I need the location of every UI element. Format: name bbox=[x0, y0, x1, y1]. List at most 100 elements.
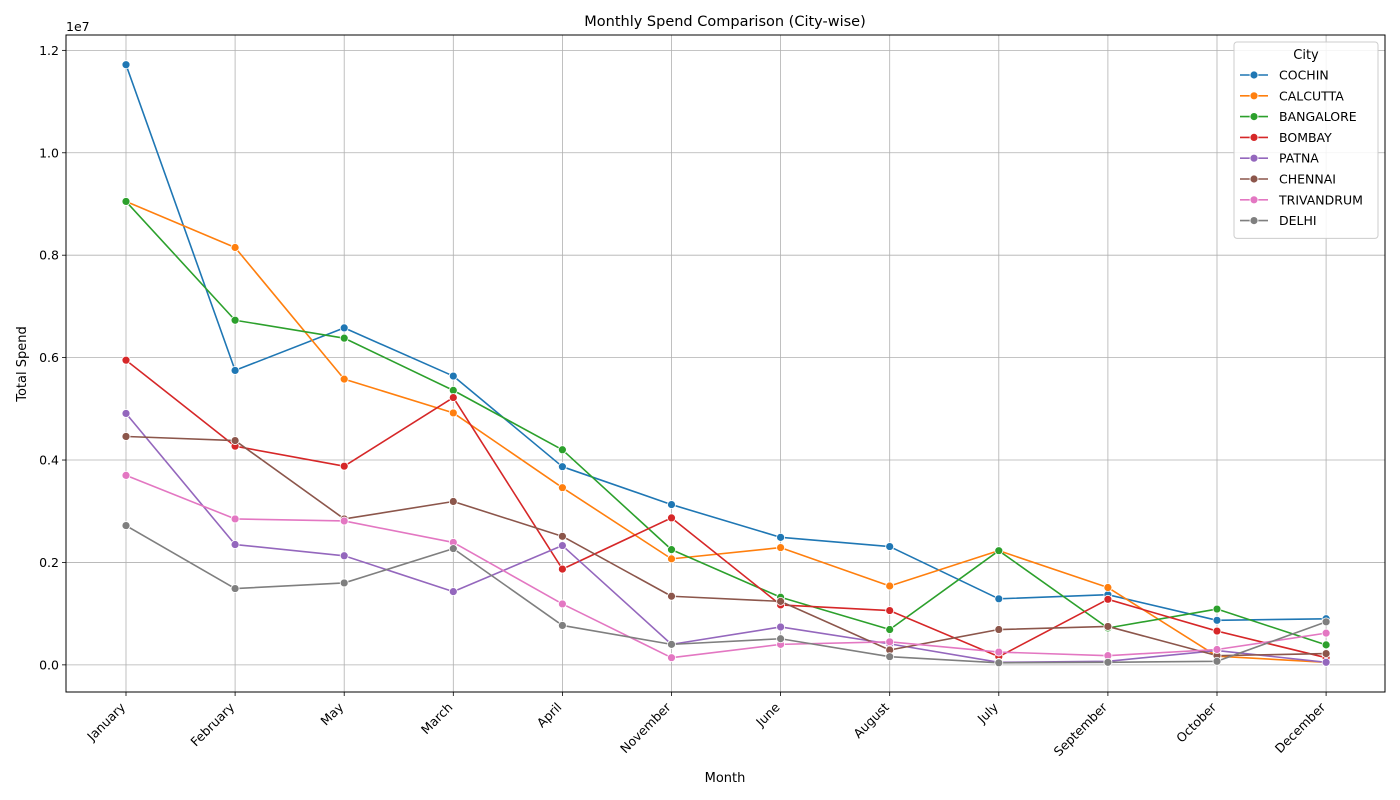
x-axis: January February May March April November June… bbox=[83, 692, 1329, 759]
data-point bbox=[448, 587, 458, 597]
data-point bbox=[1212, 615, 1222, 625]
y-tick-label: 0.8 bbox=[39, 248, 59, 263]
x-tick-label: October bbox=[1173, 699, 1220, 746]
legend-swatch-marker bbox=[1249, 153, 1259, 163]
data-point bbox=[1103, 657, 1113, 667]
data-point bbox=[1321, 640, 1331, 650]
data-point bbox=[776, 596, 785, 606]
series-calcutta bbox=[121, 197, 1331, 667]
legend-item: DELHI bbox=[1240, 213, 1317, 228]
data-point bbox=[558, 621, 567, 630]
series-chennai bbox=[121, 432, 1331, 661]
legend-swatch-marker bbox=[1249, 174, 1259, 184]
data-point bbox=[776, 543, 785, 552]
data-point bbox=[1321, 657, 1331, 667]
series-line bbox=[125, 64, 1327, 622]
data-point bbox=[1103, 622, 1113, 631]
data-point bbox=[448, 371, 458, 381]
data-point bbox=[885, 581, 895, 591]
series-line bbox=[125, 474, 1327, 659]
y-axis-label: Total Spend bbox=[15, 326, 30, 403]
legend-label: PATNA bbox=[1279, 151, 1319, 166]
legend-swatch-marker bbox=[1249, 195, 1259, 205]
data-point bbox=[230, 243, 240, 252]
series-group bbox=[121, 60, 1331, 668]
legend-item: CALCUTTA bbox=[1240, 88, 1344, 103]
series-line bbox=[125, 412, 1327, 664]
data-point bbox=[776, 622, 785, 632]
data-point bbox=[667, 653, 676, 663]
data-point bbox=[558, 445, 567, 455]
data-point bbox=[994, 647, 1004, 657]
data-point bbox=[448, 497, 458, 506]
legend-item: TRIVANDRUM bbox=[1240, 192, 1363, 207]
data-point bbox=[558, 599, 567, 609]
data-point bbox=[339, 551, 349, 561]
legend-label: DELHI bbox=[1279, 213, 1317, 228]
x-tick-label: February bbox=[187, 699, 237, 749]
grid bbox=[66, 35, 1385, 692]
data-point bbox=[667, 639, 676, 649]
y-tick-label: 1.2 bbox=[39, 43, 59, 58]
x-axis-label: Month bbox=[705, 771, 746, 786]
data-point bbox=[558, 483, 567, 493]
data-point bbox=[1212, 626, 1222, 636]
data-point bbox=[121, 409, 131, 418]
data-point bbox=[994, 546, 1004, 556]
x-tick-label: April bbox=[534, 700, 565, 731]
x-tick-label: December bbox=[1272, 699, 1329, 756]
data-point bbox=[339, 516, 349, 526]
series-line bbox=[125, 524, 1327, 664]
legend-label: BOMBAY bbox=[1279, 130, 1332, 145]
x-tick-label: March bbox=[418, 700, 456, 738]
legend-label: CALCUTTA bbox=[1279, 88, 1344, 103]
x-tick-label: June bbox=[752, 699, 783, 730]
y-axis: 0.0 0.2 0.4 0.6 0.8 1.0 1.2 bbox=[39, 43, 66, 672]
x-tick-label: May bbox=[317, 699, 346, 728]
legend-item: PATNA bbox=[1240, 151, 1319, 166]
legend-swatch-marker bbox=[1249, 91, 1259, 101]
plot-area bbox=[65, 34, 1386, 693]
data-point bbox=[339, 323, 349, 333]
y-tick-label: 0.6 bbox=[39, 350, 59, 365]
data-point bbox=[558, 462, 567, 472]
data-point bbox=[1103, 594, 1113, 604]
series-delhi bbox=[121, 521, 1331, 668]
series-cochin bbox=[121, 60, 1331, 625]
legend-swatch-marker bbox=[1249, 132, 1259, 142]
data-point bbox=[885, 542, 895, 551]
x-tick-label: January bbox=[83, 699, 128, 744]
data-point bbox=[1103, 583, 1113, 592]
data-point bbox=[776, 532, 785, 542]
series-line bbox=[125, 435, 1327, 657]
series-patna bbox=[121, 409, 1331, 667]
data-point bbox=[121, 197, 131, 206]
data-point bbox=[1321, 628, 1331, 638]
data-point bbox=[339, 374, 349, 384]
data-point bbox=[1212, 656, 1222, 666]
data-point bbox=[230, 514, 240, 524]
legend-item: BOMBAY bbox=[1240, 130, 1332, 145]
legend-item: CHENNAI bbox=[1240, 172, 1336, 187]
data-point bbox=[885, 606, 895, 615]
data-point bbox=[230, 584, 240, 593]
x-tick-label: August bbox=[850, 699, 892, 741]
data-point bbox=[1212, 604, 1222, 614]
data-point bbox=[667, 513, 676, 523]
legend-box bbox=[1233, 41, 1379, 239]
data-point bbox=[1321, 617, 1331, 627]
series-line bbox=[125, 359, 1327, 659]
data-point bbox=[994, 625, 1004, 634]
data-point bbox=[776, 634, 785, 644]
data-point bbox=[994, 658, 1004, 668]
y-tick-label: 0.0 bbox=[39, 657, 59, 672]
data-point bbox=[121, 60, 131, 70]
data-point bbox=[448, 408, 458, 418]
data-point bbox=[230, 315, 240, 325]
data-point bbox=[121, 521, 131, 530]
series-line bbox=[125, 200, 1327, 664]
data-point bbox=[885, 652, 895, 662]
data-point bbox=[667, 554, 676, 564]
x-tick-label: July bbox=[974, 699, 1002, 727]
data-point bbox=[121, 432, 131, 441]
